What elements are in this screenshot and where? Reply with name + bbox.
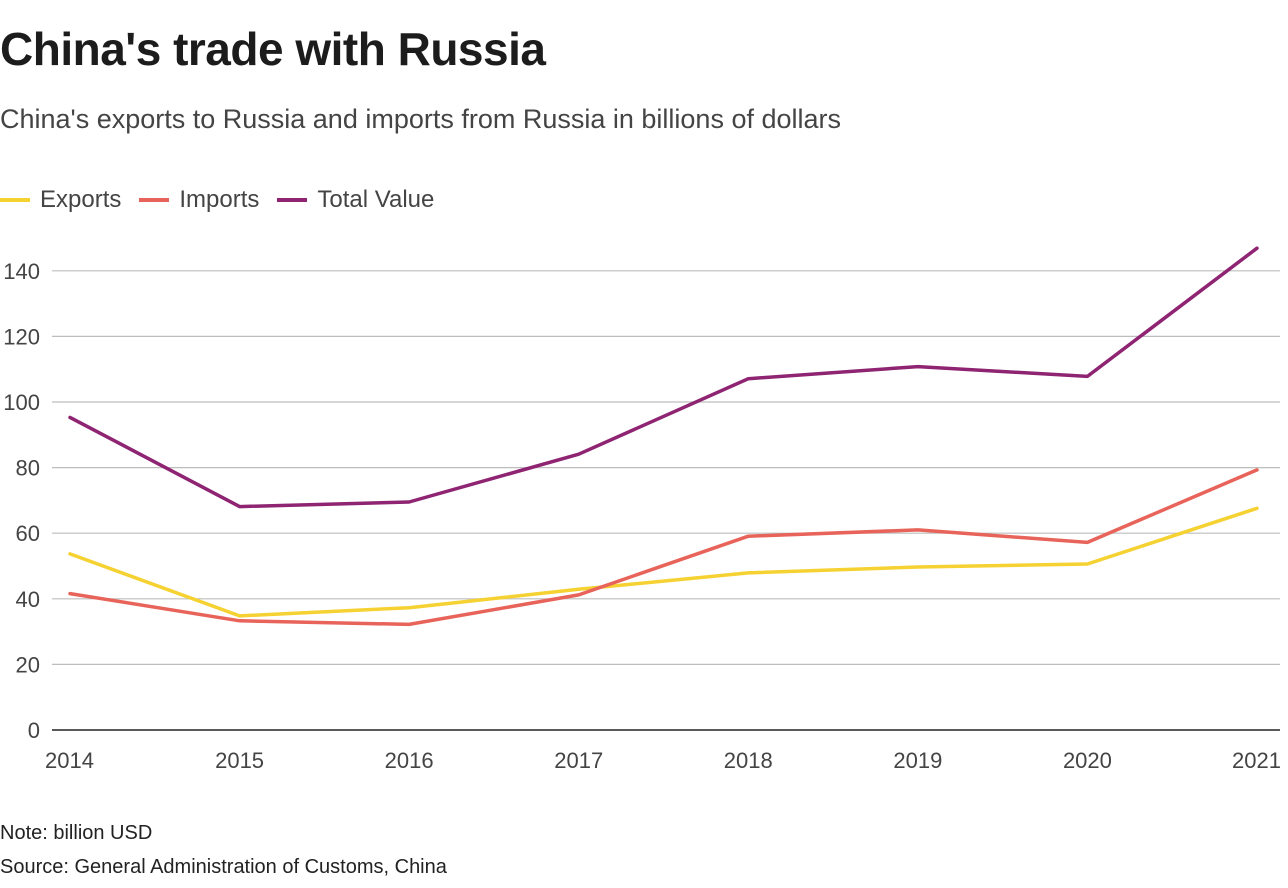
y-tick-label-80: 80 [16,456,40,481]
legend-swatch-imports [139,198,170,202]
chart-source: Source: General Administration of Custom… [0,856,447,878]
series-line-imports [68,468,1259,627]
y-tick-label-140: 140 [3,259,40,284]
legend-item-imports: Imports [139,186,259,214]
legend: Exports Imports Total Value [0,186,452,214]
legend-label-total-value: Total Value [317,186,435,213]
x-tick-label-2015: 2015 [215,748,264,773]
legend-label-exports: Exports [40,186,122,213]
legend-item-exports: Exports [0,186,121,214]
chart-subtitle: China's exports to Russia and imports fr… [0,104,842,134]
chart-note: Note: billion USD [0,822,153,844]
y-tick-label-0: 0 [28,718,40,743]
x-tick-label-2020: 2020 [1063,748,1112,773]
chart-title: China's trade with Russia [0,23,546,75]
legend-swatch-total-value [277,198,308,202]
legend-label-imports: Imports [179,186,260,213]
series-line-total-value [68,246,1259,509]
x-tick-label-2019: 2019 [893,748,942,773]
legend-swatch-exports [0,198,30,202]
y-tick-label-100: 100 [3,390,40,415]
x-tick-label-2017: 2017 [554,748,603,773]
y-tick-label-120: 120 [3,324,40,349]
x-tick-label-2018: 2018 [724,748,773,773]
x-tick-label-2021: 2021 [1232,748,1281,773]
line-chart: 0 20 40 60 80 100 120 140 2014 2015 2016 2017 2018 20… [3,246,1281,773]
y-tick-label-20: 20 [16,652,40,677]
y-tick-label-60: 60 [16,521,40,546]
y-tick-label-40: 40 [16,587,40,612]
legend-item-total-value: Total Value [277,186,434,214]
x-tick-label-2016: 2016 [385,748,434,773]
x-tick-label-2014: 2014 [45,748,94,773]
series-line-exports [68,506,1259,618]
